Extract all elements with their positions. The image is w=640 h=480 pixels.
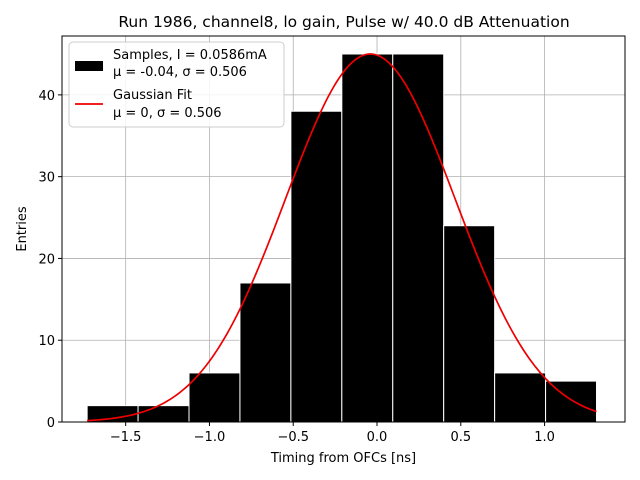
plot-frame (61, 35, 626, 423)
y-tick-label: 40 (38, 89, 55, 104)
y-axis-ticks: 0 10 20 30 40 (38, 89, 62, 431)
x-tick-label: 1.0 (534, 430, 555, 445)
legend-samples-label: Samples, I = 0.0586mA (113, 48, 267, 63)
y-tick-label: 20 (38, 252, 55, 267)
x-tick-label: 0.5 (450, 430, 471, 445)
histogram-bar (137, 405, 190, 423)
histogram-bar (341, 53, 394, 423)
x-tick-label: 0.0 (367, 430, 388, 445)
legend-fit-label: Gaussian Fit (113, 88, 192, 103)
histogram-bar (239, 282, 292, 423)
histogram-bar (545, 380, 598, 423)
chart-title: Run 1986, channel8, lo gain, Pulse w/ 40… (118, 13, 569, 31)
histogram-bar (290, 110, 343, 423)
legend-samples-swatch (75, 61, 103, 71)
histogram-bar (494, 372, 547, 423)
y-axis-label: Entries (15, 206, 30, 252)
gaussian-fit-curve (87, 53, 597, 422)
legend-fit-stats: μ = 0, σ = 0.506 (113, 106, 222, 121)
histogram-bars (86, 53, 598, 423)
legend-samples-stats: μ = -0.04, σ = 0.506 (113, 65, 247, 80)
x-tick-label: −1.0 (194, 430, 226, 445)
x-axis-ticks: −1.5 −1.0 −0.5 0.0 0.5 1.0 (110, 422, 555, 445)
y-tick-label: 0 (47, 416, 55, 431)
legend: Samples, I = 0.0586mA μ = -0.04, σ = 0.5… (68, 41, 285, 128)
histogram-bar (443, 225, 496, 423)
x-tick-label: −0.5 (277, 430, 309, 445)
y-tick-label: 10 (38, 334, 55, 349)
x-tick-label: −1.5 (110, 430, 142, 445)
y-tick-label: 30 (38, 171, 55, 186)
histogram-bar (188, 372, 241, 423)
x-axis-label: Timing from OFCs [ns] (270, 451, 416, 466)
gaussian-fit-line (87, 53, 597, 422)
legend-box (68, 41, 285, 128)
